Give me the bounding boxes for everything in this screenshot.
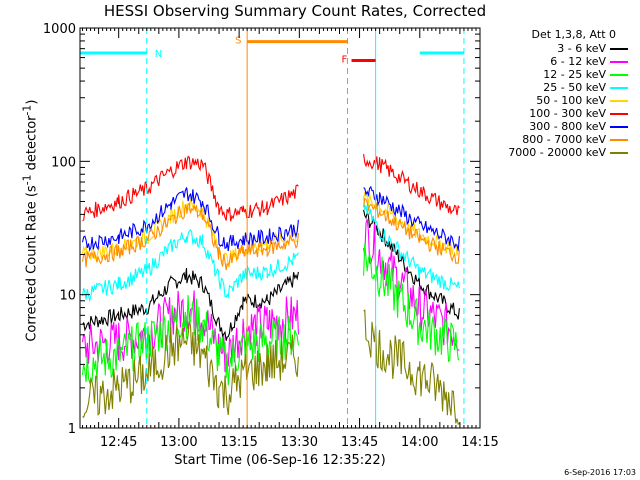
legend-swatch (610, 100, 628, 102)
x-tick-label-6: 14:15 (461, 435, 498, 450)
x-tick-label-0: 12:45 (100, 435, 137, 450)
y-tick-label-3: 1000 (43, 22, 76, 37)
legend-swatch (610, 126, 628, 128)
y-axis-label-sup1: -1 (20, 174, 34, 186)
mode-label-S: S (235, 36, 241, 47)
series-line-7-0 (81, 202, 299, 271)
y-tick-label-0: 1 (68, 422, 76, 437)
y-axis-label: Corrected Count Rate (s-1 detector-1) (20, 100, 40, 342)
legend-label: 6 - 12 keV (550, 55, 606, 68)
legend-item: 3 - 6 keV (486, 42, 636, 55)
x-tick-label-4: 13:45 (341, 435, 378, 450)
axes: 1 10 100 1000 12:45 13:00 13:15 13:30 13:45 14:00… (43, 22, 499, 450)
generation-timestamp: 6-Sep-2016 17:03 (564, 468, 636, 477)
plot-area (81, 154, 460, 425)
series-line-5-0 (82, 155, 299, 222)
legend-label: 800 - 7000 keV (522, 133, 606, 146)
x-tick-label-5: 14:00 (401, 435, 438, 450)
y-axis-label-end: ) (24, 99, 40, 105)
legend-swatch (610, 87, 628, 89)
x-tick-label-3: 13:30 (281, 435, 318, 450)
legend-swatch (610, 152, 628, 154)
series-line-5-1 (363, 154, 460, 216)
legend-label: 12 - 25 keV (543, 68, 606, 81)
legend-item: 6 - 12 keV (486, 55, 636, 68)
series-line-0-0 (82, 268, 299, 341)
series-line-6-1 (363, 185, 460, 251)
series-line-1-0 (81, 290, 299, 372)
series-line-8-0 (82, 322, 299, 418)
legend-title: Det 1,3,8, Att 0 (531, 28, 616, 41)
legend-swatch (610, 48, 628, 50)
legend-item: 100 - 300 keV (486, 107, 636, 120)
chart-title: HESSI Observing Summary Count Rates, Cor… (103, 2, 487, 20)
series-line-6-0 (81, 186, 299, 252)
legend-label: 25 - 50 keV (543, 81, 606, 94)
mode-label-F: F (342, 55, 348, 66)
legend-item: 300 - 800 keV (486, 120, 636, 133)
x-axis-label: Start Time (06-Sep-16 12:35:22) (174, 453, 386, 468)
legend-item: 800 - 7000 keV (486, 133, 636, 146)
series-line-2-1 (363, 243, 460, 363)
y-axis-label-mid: detector (24, 115, 40, 175)
legend-label: 300 - 800 keV (529, 120, 606, 133)
legend-item: 12 - 25 keV (486, 68, 636, 81)
y-axis-label-main: Corrected Count Rate (s (24, 185, 40, 342)
series-line-2-0 (81, 295, 299, 386)
axis-frame (79, 27, 481, 429)
x-tick-label-1: 13:00 (160, 435, 197, 450)
y-axis-label-sup2: -1 (20, 104, 34, 116)
y-tick-label-2: 100 (51, 155, 76, 170)
legend-swatch (610, 61, 628, 63)
y-tick-label-1: 10 (59, 289, 76, 304)
annotations: N S F (80, 28, 465, 428)
mode-label-N: N (155, 49, 162, 60)
legend-item: 25 - 50 keV (486, 81, 636, 94)
x-tick-label-2: 13:15 (220, 435, 257, 450)
legend-label: 3 - 6 keV (557, 42, 606, 55)
legend-label: 50 - 100 keV (536, 94, 606, 107)
legend-label: 7000 - 20000 keV (508, 146, 606, 159)
series-line-3-0 (81, 229, 299, 303)
legend-swatch (610, 139, 628, 141)
legend-item: 50 - 100 keV (486, 94, 636, 107)
legend-item: 7000 - 20000 keV (486, 146, 636, 159)
legend: Det 1,3,8, Att 0 3 - 6 keV 6 - 12 keV 12 -… (486, 28, 636, 159)
series-line-3-1 (363, 196, 460, 292)
legend-label: 100 - 300 keV (529, 107, 606, 120)
legend-swatch (610, 74, 628, 76)
legend-swatch (610, 113, 628, 115)
legend-rows: 3 - 6 keV 6 - 12 keV 12 - 25 keV 25 - 50 ke… (486, 42, 636, 159)
series-line-8-1 (363, 309, 460, 425)
series-line-7-1 (363, 197, 460, 264)
